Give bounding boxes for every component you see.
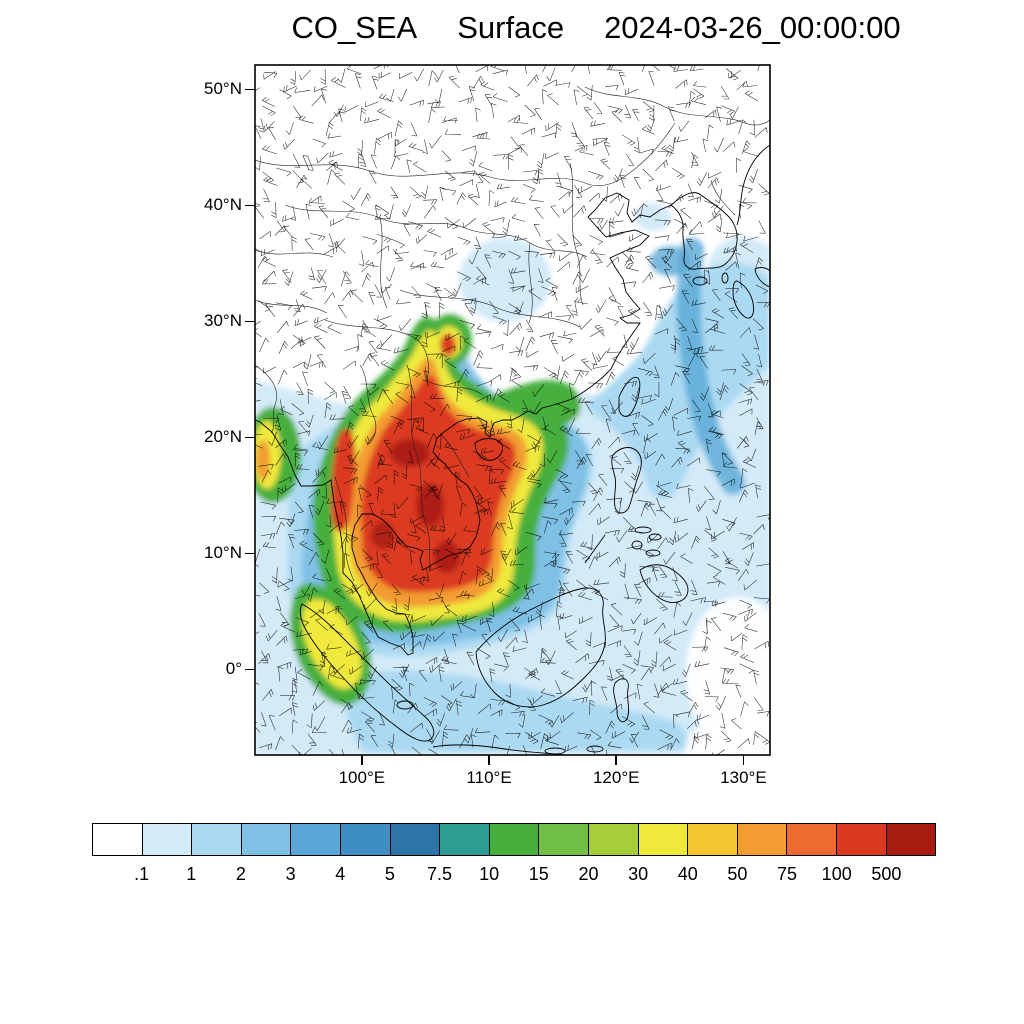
colorbar-cell	[192, 824, 242, 855]
lat-tick-mark	[245, 204, 255, 207]
colorbar-cell	[440, 824, 490, 855]
title-variable: CO_SEA	[291, 10, 418, 45]
wind-barb-glyphs	[255, 65, 770, 755]
wind-barbs-layer	[255, 65, 770, 755]
lat-tick-mark	[245, 668, 255, 671]
colorbar-cell	[737, 824, 788, 855]
colorbar-cell	[688, 824, 738, 855]
lat-tick-label: 0°	[225, 659, 242, 679]
lon-tick-label: 100°E	[338, 768, 386, 787]
title-datetime: 2024-03-26_00:00:00	[604, 10, 901, 45]
colorbar-tick-label: 15	[528, 864, 549, 884]
colorbar-cell	[340, 824, 391, 855]
lat-tick-label: 20°N	[204, 427, 242, 447]
colorbar-tick-label: .1	[134, 864, 150, 884]
lon-tick-label: 120°E	[592, 768, 640, 787]
colorbar-cell	[886, 824, 936, 855]
colorbar-cell	[588, 824, 639, 855]
lon-tick-mark	[361, 755, 363, 765]
colorbar-tick-label: 10	[479, 864, 500, 884]
lon-tick-mark	[742, 755, 745, 765]
colorbar-cell	[836, 824, 887, 855]
colorbar-tick-label: 7.5	[427, 864, 453, 884]
colorbar-tick-label: 20	[578, 864, 599, 884]
colorbar-tick-label: 2	[235, 864, 246, 884]
colorbar-cell	[390, 824, 441, 855]
colorbar-cell	[291, 824, 341, 855]
lat-tick-label: 30°N	[204, 311, 242, 331]
colorbar-tick-label: 75	[777, 864, 798, 884]
lon-tick-label: 130°E	[720, 768, 767, 787]
lat-tick-mark	[245, 320, 255, 323]
colorbar	[92, 823, 936, 856]
lat-tick-label: 10°N	[204, 543, 242, 563]
lon-tick-mark	[488, 755, 490, 765]
colorbar-cell	[489, 824, 540, 855]
lat-tick-mark	[245, 552, 255, 555]
colorbar-tick-label: 100	[821, 864, 852, 884]
colorbar-tick-label: 500	[871, 864, 902, 884]
plot-title: CO_SEA Surface 2024-03-26_00:00:00	[291, 10, 900, 46]
lat-tick-mark	[245, 436, 255, 439]
colorbar-tick-label: 40	[677, 864, 698, 884]
colorbar-tick-label: 30	[628, 864, 649, 884]
map-frame	[254, 64, 771, 756]
colorbar-tick-label: 50	[727, 864, 748, 884]
colorbar-tick-label: 1	[186, 864, 197, 884]
lat-tick-mark	[245, 88, 255, 91]
colorbar-cell	[142, 824, 193, 855]
colorbar-cell	[93, 824, 143, 855]
colorbar-cell	[241, 824, 292, 855]
title-level: Surface	[457, 10, 565, 45]
colorbar-cell	[539, 824, 589, 855]
lat-tick-label: 40°N	[204, 195, 242, 215]
colorbar-tick-label: 5	[384, 864, 395, 884]
colorbar-labels: .1 1 2 3 4 5 7.5 10 15 20 30 40 50 75 100 500	[92, 864, 936, 888]
colorbar-cell	[787, 824, 837, 855]
border-layer	[255, 86, 770, 582]
colorbar-tick-label: 3	[285, 864, 296, 884]
lat-tick-label: 50°N	[204, 79, 242, 99]
colorbar-tick-label: 4	[335, 864, 346, 884]
lon-tick-mark	[615, 755, 617, 765]
coastline-layer	[255, 144, 770, 755]
map-plot	[254, 64, 771, 756]
colorbar-cell	[638, 824, 689, 855]
lon-tick-label: 110°E	[466, 768, 512, 787]
